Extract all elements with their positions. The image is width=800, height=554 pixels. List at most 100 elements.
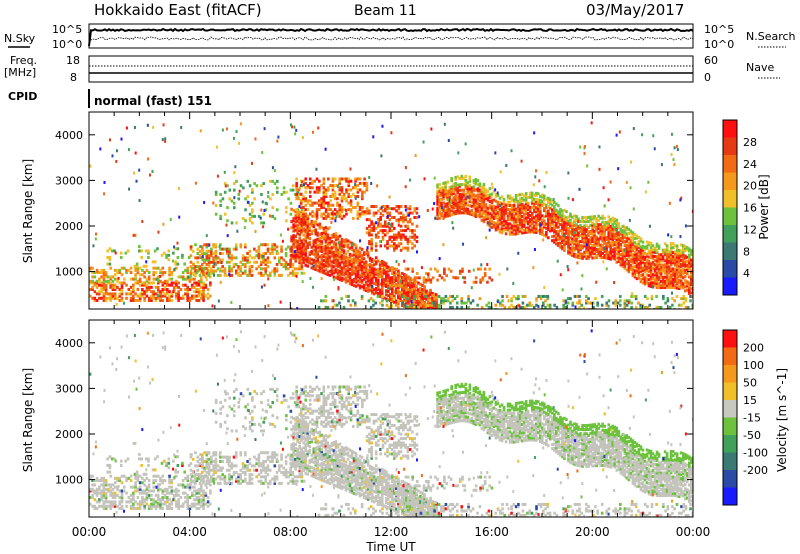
power-cell [122, 277, 126, 281]
power-cell [361, 192, 364, 196]
power-cell [111, 294, 115, 298]
power-cell [436, 185, 439, 189]
power-cell [314, 232, 318, 236]
power-cell [586, 164, 589, 168]
power-cell [324, 246, 328, 250]
power-cell [575, 237, 578, 241]
power-cell [518, 221, 522, 225]
power-cell [657, 284, 661, 288]
power-cell [679, 254, 683, 258]
power-cell [388, 277, 392, 281]
power-cell [150, 298, 153, 302]
power-cell [204, 283, 208, 287]
power-cell [429, 267, 433, 271]
power-cell [163, 292, 167, 296]
power-cell [573, 236, 576, 240]
power-cell [677, 256, 681, 260]
power-cell [336, 260, 340, 264]
power-cell [486, 280, 489, 284]
power-cell [251, 201, 254, 205]
power-cell [424, 271, 428, 275]
power-cell [327, 208, 330, 212]
power-cell [334, 238, 338, 242]
power-cell [388, 299, 392, 303]
power-cell [333, 192, 337, 196]
power-cell [679, 251, 683, 255]
power-cell [338, 273, 342, 277]
power-cell [452, 202, 456, 206]
power-cell [617, 222, 621, 226]
power-cell [411, 306, 414, 309]
power-cell [649, 254, 653, 258]
power-cell [314, 247, 318, 251]
power-cell [440, 297, 443, 301]
power-cell [610, 220, 613, 224]
power-cell [102, 285, 106, 289]
power-cell [280, 273, 283, 277]
power-cell [565, 242, 568, 246]
power-cell [535, 169, 538, 173]
power-cell [634, 294, 638, 298]
power-cell [244, 262, 247, 266]
power-cell [266, 260, 270, 264]
power-cell [565, 240, 568, 244]
power-cell [210, 260, 213, 264]
power-cell [625, 232, 629, 236]
power-cell [316, 223, 320, 227]
power-cell [613, 236, 617, 240]
power-cell [413, 291, 416, 295]
power-cell [366, 289, 370, 293]
power-cell [304, 239, 308, 243]
power-cell [679, 235, 682, 239]
power-cell [532, 197, 536, 201]
power-cell [294, 255, 297, 259]
power-cell [300, 255, 303, 259]
power-cell [673, 286, 677, 290]
power-cell [350, 245, 354, 249]
power-cell [304, 234, 308, 238]
power-cell [380, 263, 384, 267]
power-cell [290, 226, 293, 230]
power-cell [358, 250, 362, 254]
power-cell [246, 273, 249, 277]
power-cell [411, 293, 414, 297]
power-cell [330, 264, 334, 268]
power-cell [607, 221, 611, 225]
power-cell [318, 232, 322, 236]
power-cell [663, 275, 667, 279]
power-cell [444, 183, 447, 187]
power-cell [302, 210, 305, 214]
power-cell [603, 235, 607, 239]
power-cell [386, 289, 390, 293]
power-cell [490, 207, 494, 211]
power-cell [442, 195, 445, 199]
power-cell [569, 242, 572, 246]
power-cell [336, 253, 340, 257]
power-cell [657, 255, 661, 259]
power-cell [384, 282, 388, 286]
power-cell [302, 256, 306, 260]
power-cell [551, 222, 554, 226]
date-label: 03/May/2017 [586, 1, 684, 19]
power-cell [528, 228, 532, 232]
power-cell [118, 292, 122, 296]
power-cell [234, 245, 238, 249]
power-cell [601, 235, 604, 239]
power-cell [362, 253, 366, 257]
power-cell [358, 212, 362, 216]
power-cell [435, 315, 438, 318]
power-cell [446, 204, 449, 208]
power-cell [508, 214, 512, 218]
power-cell [336, 269, 340, 273]
power-cell [392, 297, 396, 301]
power-cell [419, 303, 423, 307]
power-cell [320, 256, 324, 260]
power-cell [481, 278, 485, 282]
power-cell [285, 206, 288, 210]
power-cell [627, 262, 631, 266]
power-cell [579, 254, 582, 258]
power-cell [456, 211, 460, 215]
power-cell [659, 257, 663, 261]
power-cell [297, 188, 301, 192]
power-cell [680, 196, 683, 200]
